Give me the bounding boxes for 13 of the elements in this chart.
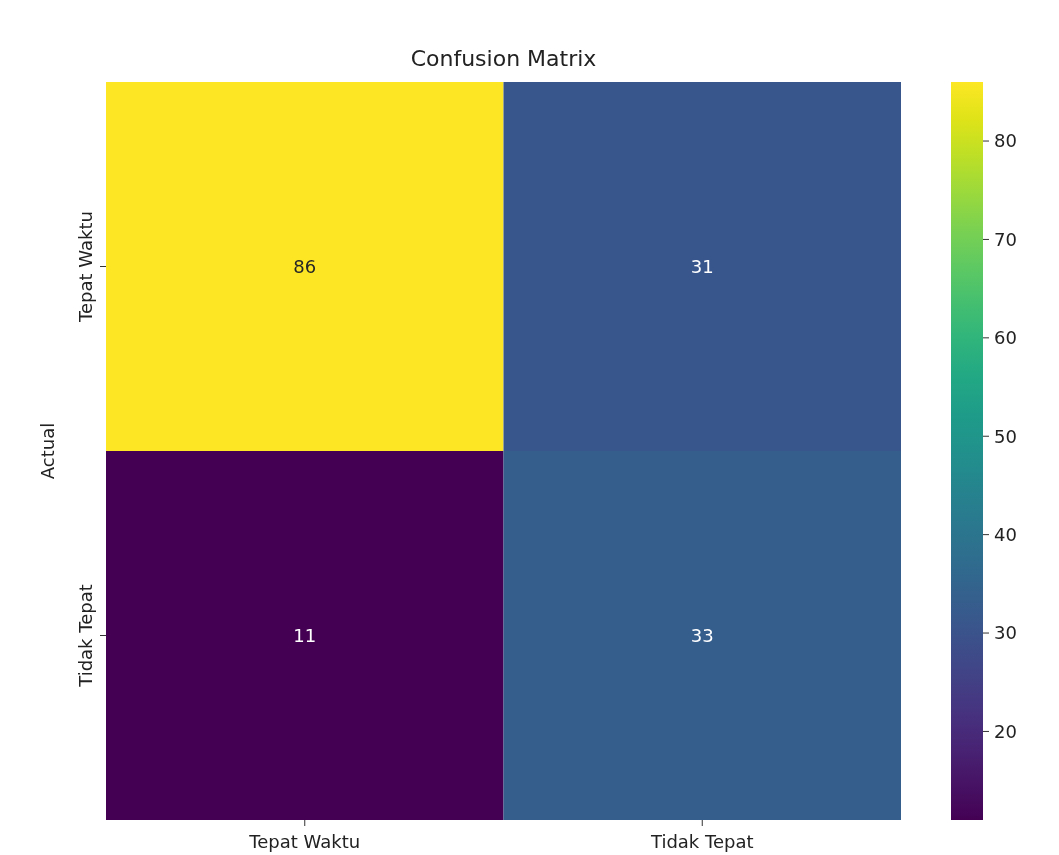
- data-label: 31: [690, 255, 714, 277]
- color-bar-label: 80: [994, 130, 1017, 152]
- color-bar-label: 40: [994, 523, 1017, 545]
- data-label: 86: [293, 255, 317, 277]
- chart-title: Confusion Matrix: [410, 46, 597, 71]
- data-label: 11: [293, 624, 317, 646]
- y-axis-title: Actual: [37, 422, 58, 480]
- color-bar-label: 20: [994, 720, 1017, 742]
- data-label: 33: [690, 624, 714, 646]
- color-bar-label: 70: [994, 228, 1017, 250]
- color-bar-label: 50: [994, 425, 1017, 447]
- color-bar-label: 30: [994, 622, 1017, 644]
- color-bar-label: 60: [994, 327, 1017, 349]
